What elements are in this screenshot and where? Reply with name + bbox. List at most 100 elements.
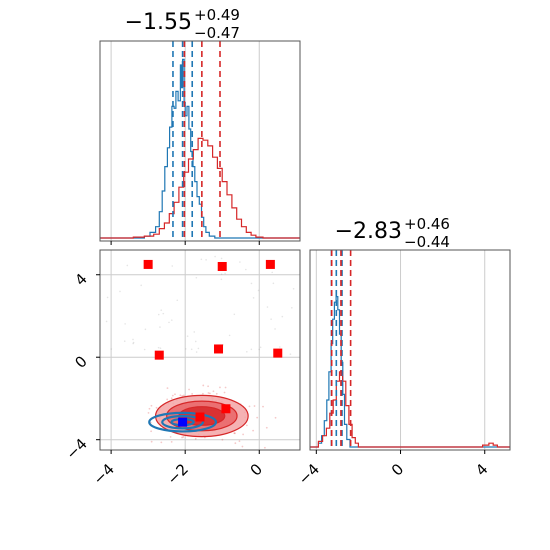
scatter-bottom-left-sample-point [205, 259, 207, 261]
scatter-bottom-left-sample-point [224, 386, 227, 389]
scatter-bottom-left-sample-point [106, 296, 109, 299]
scatter-bottom-left-sample-point [266, 306, 269, 308]
scatter-bottom-left-sample-point [274, 328, 276, 330]
scatter-bottom-left-sample-point [168, 321, 170, 324]
hist-top-left-frame [99, 40, 301, 242]
scatter-bottom-left-sample-point [170, 441, 173, 443]
scatter-bottom-left-sample-point [184, 348, 187, 350]
hist-bottom-right-frame [309, 249, 511, 451]
scatter-bottom-left-sample-point [263, 446, 266, 449]
scatter-bottom-left-y-tick-label: −4 [62, 435, 90, 463]
scatter-bottom-left-x-tick-label: −4 [90, 460, 118, 488]
scatter-bottom-left-sample-point [190, 348, 193, 351]
scatter-bottom-left-sample-point [271, 271, 274, 274]
scatter-bottom-left-sample-point [181, 436, 183, 439]
scatter-bottom-left-sample-point [105, 320, 108, 323]
scatter-bottom-left-sample-point [207, 385, 210, 388]
scatter-bottom-left-sample-point [212, 390, 215, 393]
scatter-bottom-left-sample-point [147, 411, 150, 414]
scatter-bottom-left-sample-point [186, 335, 189, 337]
scatter-bottom-left-sample-point [143, 348, 146, 351]
scatter-bottom-left-sample-point [150, 404, 153, 407]
scatter-bottom-left-sample-point [195, 276, 198, 279]
scatter-bottom-left-sample-point [259, 346, 262, 349]
scatter-bottom-left-sample-point [126, 264, 129, 267]
scatter-bottom-left-sample-point [132, 341, 135, 344]
scatter-bottom-left-sample-point [258, 348, 260, 351]
scatter-bottom-left-sample-point [248, 405, 251, 408]
scatter-bottom-left-sample-point [160, 441, 163, 444]
scatter-bottom-left-sample-point [182, 394, 185, 397]
scatter-bottom-left-sample-point [170, 397, 173, 400]
scatter-bottom-left-sample-point [166, 398, 169, 401]
scatter-bottom-left-sample-point [124, 323, 126, 325]
scatter-bottom-left-sample-point [291, 306, 293, 309]
scatter-bottom-left-sample-point [215, 392, 218, 395]
scatter-bottom-left-sample-point [170, 319, 173, 321]
scatter-bottom-left-marker-blue [178, 417, 188, 427]
scatter-bottom-left-sample-point [160, 309, 163, 311]
scatter-bottom-left-sample-point [200, 258, 203, 261]
hist-top-left-series-1 [100, 137, 300, 239]
scatter-bottom-left-sample-point [220, 273, 223, 275]
scatter-bottom-left-sample-point [246, 350, 248, 353]
scatter-bottom-left-sample-point [262, 405, 264, 408]
scatter-bottom-left-sample-point [176, 299, 179, 302]
hist-top-left-title-lower-error: −0.47 [194, 24, 240, 42]
scatter-bottom-left-sample-point [150, 430, 153, 433]
scatter-bottom-left-marker-red [221, 404, 231, 414]
scatter-bottom-left-sample-point [179, 394, 182, 397]
scatter-bottom-left-sample-point [195, 351, 198, 353]
scatter-bottom-left-sample-point [140, 284, 142, 287]
scatter-bottom-left-sample-point [148, 407, 151, 410]
hist-top-left-title-upper-error: +0.49 [194, 6, 240, 24]
scatter-bottom-left-sample-point [157, 346, 160, 349]
scatter-bottom-left-contour-1 [161, 414, 205, 430]
hist-bottom-right-x-tick-label: 4 [472, 460, 491, 479]
scatter-bottom-left-sample-point [207, 392, 210, 394]
scatter-bottom-left-sample-point [169, 435, 172, 438]
scatter-bottom-left-sample-point [144, 328, 147, 331]
scatter-bottom-left-sample-point [234, 442, 237, 445]
scatter-bottom-left-sample-point [157, 313, 160, 316]
scatter-bottom-left-sample-point [238, 440, 241, 443]
scatter-bottom-left-frame [99, 249, 301, 451]
hist-bottom-right-title-upper-error: +0.46 [404, 215, 450, 233]
hist-bottom-right-x-tick-label: 0 [388, 460, 407, 479]
scatter-bottom-left-sample-point [272, 282, 275, 285]
scatter-bottom-left-sample-point [234, 432, 236, 435]
scatter-bottom-left-content [105, 255, 295, 449]
scatter-bottom-left-sample-point [228, 334, 231, 337]
scatter-bottom-left-sample-point [188, 388, 190, 391]
scatter-bottom-left-sample-point [193, 331, 196, 333]
scatter-bottom-left-sample-point [257, 289, 260, 292]
scatter-bottom-left-sample-point [194, 437, 197, 440]
scatter-bottom-left-sample-point [202, 384, 205, 387]
scatter-bottom-left-sample-point [252, 297, 255, 299]
scatter-bottom-left-sample-point [289, 353, 292, 355]
hist-top-left-title-value: −1.55 [125, 10, 192, 35]
hist-bottom-right-x-tick-label: −4 [295, 460, 323, 488]
scatter-bottom-left-sample-point [281, 315, 284, 318]
scatter-bottom-left-sample-point [214, 255, 216, 258]
scatter-bottom-left-sample-point [194, 340, 197, 343]
scatter-bottom-left-marker-red [273, 348, 283, 358]
scatter-bottom-left-sample-point [239, 261, 241, 263]
hist-bottom-right-series-0 [310, 296, 510, 448]
scatter-bottom-left-sample-point [250, 348, 253, 351]
scatter-bottom-left-sample-point [150, 440, 153, 443]
scatter-bottom-left-sample-point [223, 391, 226, 394]
scatter-bottom-left-marker-red [265, 259, 275, 269]
hist-top-left-title: −1.55 +0.49−0.47 [125, 6, 240, 42]
scatter-bottom-left-marker-red [154, 350, 164, 360]
scatter-bottom-left-sample-point [292, 287, 295, 290]
hist-bottom-right-title-value: −2.83 [335, 219, 402, 244]
scatter-bottom-left-sample-point [162, 312, 165, 315]
scatter-bottom-left-sample-point [224, 272, 226, 275]
scatter-bottom-left-marker-red [143, 259, 153, 269]
scatter-bottom-left-sample-point [159, 326, 161, 328]
scatter-bottom-left-contour-1 [148, 411, 218, 433]
scatter-bottom-left-x-tick-label: −2 [164, 460, 192, 488]
